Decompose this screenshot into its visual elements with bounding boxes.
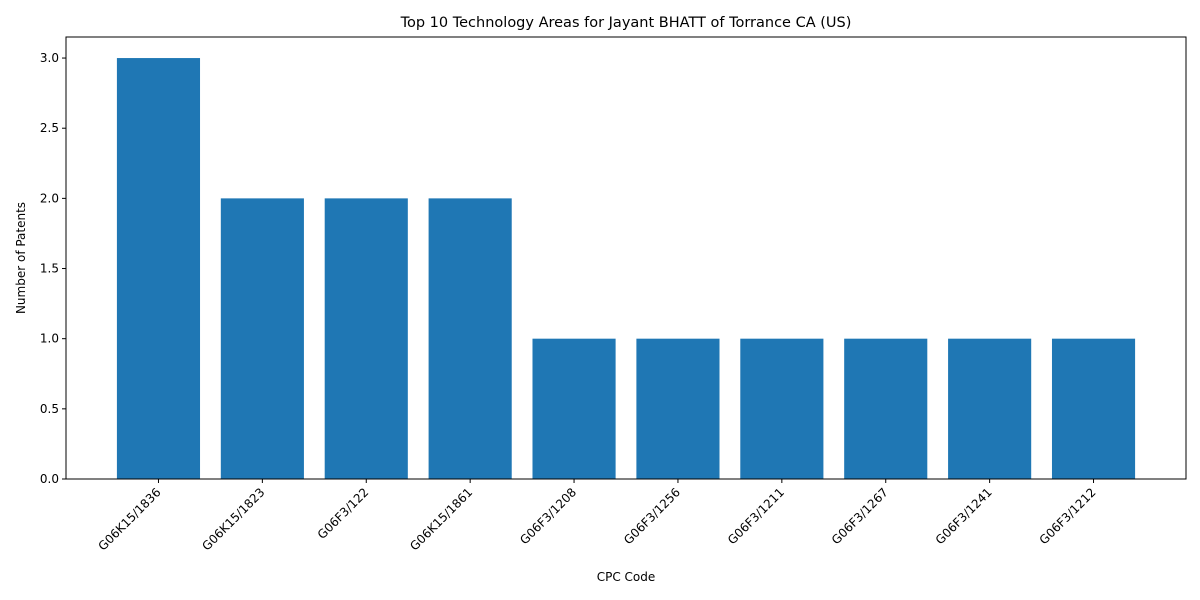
y-tick-label: 1.5 — [40, 262, 59, 276]
bar-G06F3/1267 — [844, 339, 927, 479]
y-tick-label: 1.0 — [40, 332, 59, 346]
bar-G06F3/122 — [325, 198, 408, 479]
y-tick-label: 0.0 — [40, 472, 59, 486]
bar-G06F3/1208 — [532, 339, 615, 479]
y-axis-title: Number of Patents — [14, 202, 28, 314]
bar-G06K15/1823 — [221, 198, 304, 479]
x-axis-title: CPC Code — [597, 570, 656, 584]
y-tick-label: 2.0 — [40, 191, 59, 205]
y-tick-label: 2.5 — [40, 121, 59, 135]
bar-G06F3/1256 — [636, 339, 719, 479]
bar-G06K15/1836 — [117, 58, 200, 479]
y-tick-label: 0.5 — [40, 402, 59, 416]
bar-G06F3/1211 — [740, 339, 823, 479]
bar-G06F3/1212 — [1052, 339, 1135, 479]
chart-title: Top 10 Technology Areas for Jayant BHATT… — [400, 15, 852, 31]
bar-G06K15/1861 — [429, 198, 512, 479]
y-tick-label: 3.0 — [40, 51, 59, 65]
bar-G06F3/1241 — [948, 339, 1031, 479]
